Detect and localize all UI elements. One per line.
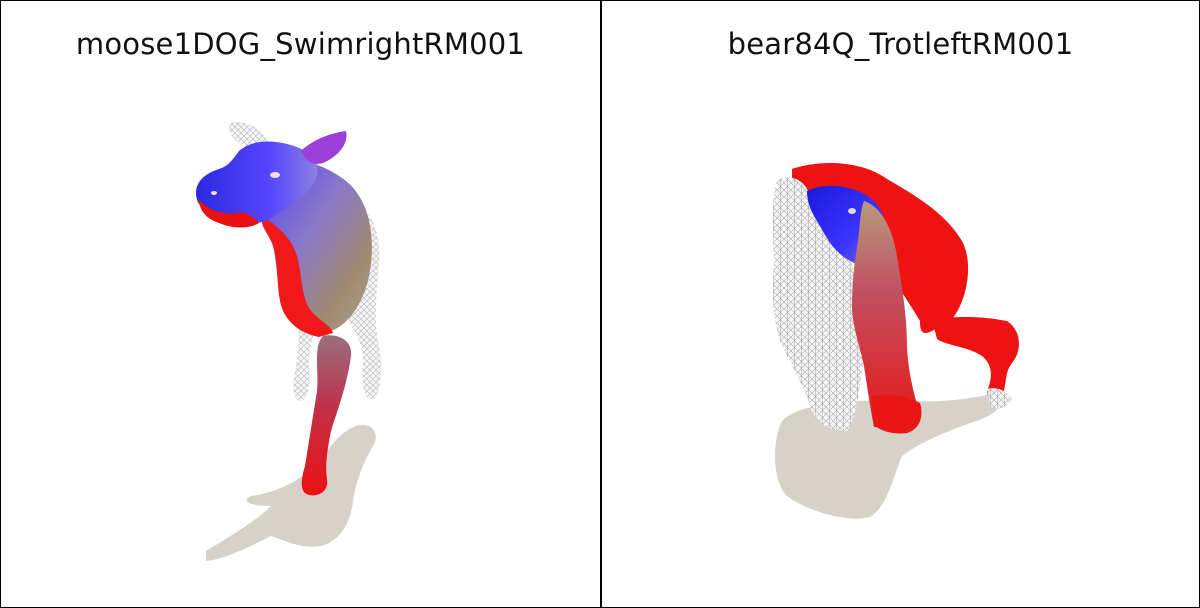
panel-title: bear84Q_TrotleftRM001	[727, 27, 1074, 61]
moose-render	[196, 122, 381, 561]
panel-title: moose1DOG_SwimrightRM001	[75, 27, 526, 61]
bear-foot	[872, 394, 922, 434]
bear-render	[772, 163, 1019, 519]
bear-hindfoot-wire	[987, 388, 1012, 409]
bear-torso	[852, 201, 920, 428]
moose-eye	[270, 172, 280, 178]
moose-head	[196, 141, 318, 225]
moose-snout	[199, 199, 259, 228]
moose-ear	[301, 131, 347, 164]
bear-eye	[848, 208, 856, 214]
bear-hindleg	[932, 316, 1019, 399]
moose-nostril	[211, 191, 217, 195]
moose-leg	[301, 335, 352, 496]
panel-moose: moose1DOG_SwimrightRM001	[1, 1, 600, 607]
panel-bear: bear84Q_TrotleftRM001	[600, 1, 1199, 607]
moose-red-patch	[261, 216, 333, 337]
moose-shadow	[206, 424, 376, 561]
bear-wire-body	[772, 177, 866, 431]
